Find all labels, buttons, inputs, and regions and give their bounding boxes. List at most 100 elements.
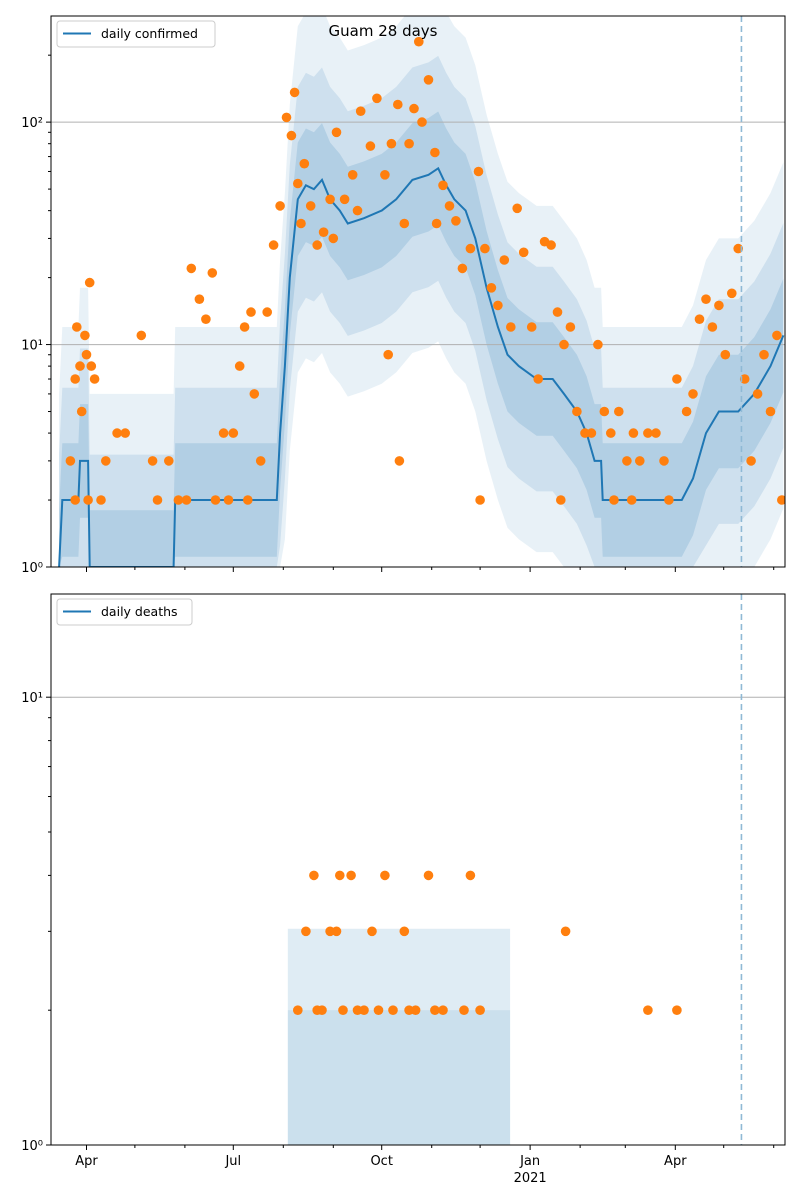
scatter-point	[347, 170, 358, 180]
scatter-point	[301, 926, 311, 937]
scatter-point	[431, 218, 442, 229]
deaths-x-ticks: Apr Jul Oct Jan 2021 Apr	[75, 1145, 775, 1186]
scatter-point	[664, 495, 674, 505]
x-tick-label: Apr	[75, 1154, 98, 1169]
scatter-point	[586, 428, 597, 438]
scatter-point	[533, 374, 543, 384]
chart-title: Guam 28 days	[329, 22, 438, 40]
scatter-point	[207, 268, 218, 278]
scatter-point	[628, 428, 639, 438]
scatter-point	[438, 180, 448, 191]
scatter-point	[243, 495, 253, 505]
scatter-point	[465, 870, 476, 881]
scatter-point	[423, 75, 434, 85]
scatter-point	[101, 456, 111, 466]
scatter-point	[317, 1005, 327, 1015]
scatter-point	[386, 138, 397, 149]
scatter-point	[373, 1005, 384, 1015]
scatter-point	[465, 243, 476, 254]
scatter-point	[84, 277, 95, 288]
scatter-point	[552, 307, 563, 317]
scatter-point	[438, 1005, 448, 1015]
scatter-point	[365, 141, 376, 151]
scatter-point	[393, 99, 403, 110]
scatter-point	[210, 495, 221, 505]
scatter-point	[152, 495, 163, 505]
scatter-point	[80, 330, 90, 341]
scatter-point	[223, 495, 234, 505]
scatter-point	[383, 349, 394, 360]
deaths-legend: daily deaths	[56, 598, 193, 626]
deaths-data-layer	[293, 870, 682, 1015]
scatter-point	[239, 322, 250, 332]
scatter-point	[659, 456, 669, 466]
uncertainty-band	[287, 1010, 511, 1145]
scatter-point	[89, 374, 100, 384]
x-tick-label: Jan	[519, 1154, 540, 1169]
confirmed-axes-frame	[50, 15, 786, 568]
scatter-point	[475, 495, 485, 505]
scatter-point	[572, 406, 582, 417]
scatter-point	[480, 243, 490, 254]
scatter-point	[518, 247, 529, 258]
scatter-point	[614, 406, 624, 417]
scatter-point	[423, 870, 434, 881]
scatter-point	[147, 456, 158, 466]
scatter-point	[173, 495, 184, 505]
scatter-point	[499, 255, 510, 265]
scatter-point	[65, 456, 76, 466]
scatter-point	[430, 1005, 440, 1015]
deaths-y-ticks: 10⁰ 10¹	[21, 691, 51, 1154]
scatter-point	[593, 339, 603, 350]
scatter-point	[194, 294, 205, 305]
scatter-point	[249, 389, 260, 399]
scatter-point	[201, 314, 211, 325]
scatter-point	[559, 339, 569, 350]
scatter-point	[546, 240, 556, 250]
scatter-point	[473, 166, 484, 177]
scatter-point	[714, 300, 724, 311]
scatter-point	[626, 495, 637, 505]
scatter-point	[355, 106, 366, 116]
scatter-point	[181, 495, 192, 505]
scatter-point	[752, 389, 763, 399]
scatter-point	[493, 300, 503, 311]
scatter-point	[701, 294, 711, 305]
scatter-point	[72, 322, 82, 332]
x-tick-label: Jul	[224, 1154, 241, 1169]
uncertainty-band	[59, 16, 784, 567]
scatter-point	[444, 201, 455, 211]
series-line	[58, 166, 785, 567]
scatter-point	[268, 240, 279, 250]
scatter-point	[338, 1005, 348, 1015]
x-tick-sublabel: 2021	[514, 1171, 547, 1186]
scatter-point	[765, 406, 776, 417]
scatter-point	[688, 389, 698, 399]
scatter-point	[318, 227, 329, 237]
scatter-point	[399, 218, 410, 229]
deaths-uncertainty-bands	[287, 928, 511, 1145]
scatter-point	[328, 233, 339, 244]
scatter-point	[293, 1005, 303, 1015]
scatter-point	[409, 103, 419, 114]
scatter-point	[772, 330, 782, 341]
scatter-point	[727, 288, 737, 299]
scatter-point	[457, 263, 468, 274]
legend-entry-daily-confirmed: daily confirmed	[101, 26, 198, 41]
scatter-point	[380, 870, 390, 881]
scatter-point	[299, 158, 310, 169]
scatter-point	[286, 130, 297, 141]
x-tick-label: Oct	[370, 1154, 392, 1169]
scatter-point	[136, 330, 147, 341]
scatter-point	[164, 456, 174, 466]
scatter-point	[305, 201, 316, 211]
scatter-point	[359, 1005, 369, 1015]
scatter-point	[475, 1005, 485, 1015]
scatter-point	[346, 870, 356, 881]
scatter-point	[410, 1005, 421, 1015]
scatter-point	[228, 428, 239, 438]
scatter-point	[380, 170, 390, 180]
scatter-point	[643, 1005, 653, 1015]
scatter-point	[739, 374, 750, 384]
scatter-point	[414, 36, 424, 47]
